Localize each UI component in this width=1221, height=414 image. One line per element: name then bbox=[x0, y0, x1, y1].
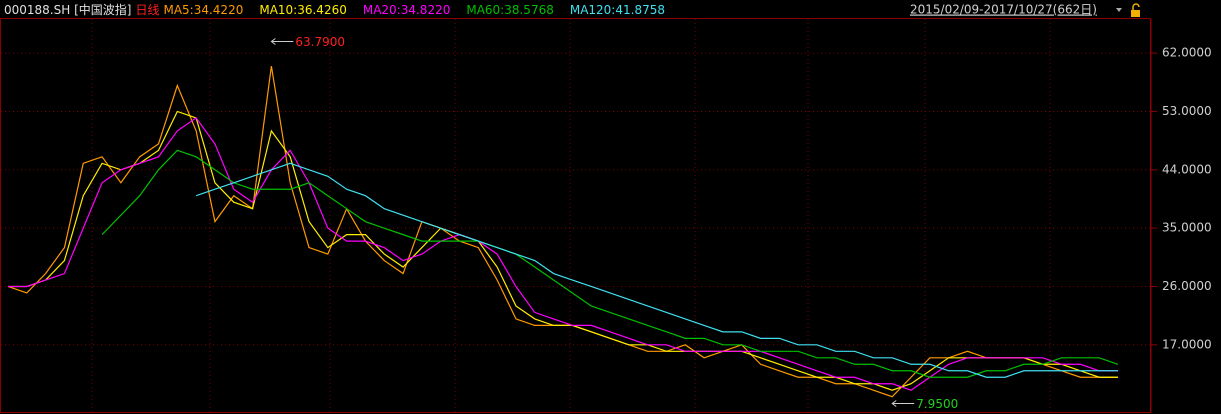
ma-line bbox=[8, 117, 1118, 391]
y-tick-label: 53.0000 bbox=[1162, 104, 1212, 118]
legend-entry: MA10:36.4260 bbox=[259, 3, 347, 17]
lock-icon[interactable] bbox=[1131, 10, 1140, 17]
y-tick-label: 44.0000 bbox=[1162, 162, 1212, 176]
legend-entry: MA5:34.4220 bbox=[163, 3, 243, 17]
y-tick-label: 26.0000 bbox=[1162, 279, 1212, 293]
legend-entry: MA20:34.8220 bbox=[363, 3, 451, 17]
v-grid bbox=[91, 19, 1051, 412]
annotation-arrow bbox=[891, 400, 915, 407]
legend-entry: MA60:38.5768 bbox=[466, 3, 554, 17]
ma-line bbox=[101, 149, 1119, 378]
title: 000188.SH [中国波指] bbox=[4, 2, 131, 17]
period: 日线 bbox=[135, 3, 159, 17]
header: 000188.SH [中国波指] 日线 MA5:34.4220 MA10:36.426… bbox=[4, 2, 665, 17]
annotation-label: 7.9500 bbox=[916, 397, 958, 411]
dropdown-arrow[interactable] bbox=[1116, 8, 1122, 12]
legend-entry: MA120:41.8758 bbox=[570, 3, 665, 17]
annotation-label: 63.7900 bbox=[295, 35, 345, 49]
ma-line bbox=[8, 110, 1118, 391]
annotation-arrow bbox=[270, 38, 294, 45]
y-tick-label: 17.0000 bbox=[1162, 337, 1212, 351]
y-tick-label: 35.0000 bbox=[1162, 221, 1212, 235]
ma-line bbox=[7, 65, 1118, 398]
plot-frame bbox=[0, 18, 1151, 413]
ma-line bbox=[195, 162, 1118, 378]
y-tick-label: 62.0000 bbox=[1162, 46, 1212, 60]
date-range[interactable]: 2015/02/09-2017/10/27(662日) bbox=[910, 3, 1097, 17]
lock-shackle bbox=[1132, 3, 1140, 10]
